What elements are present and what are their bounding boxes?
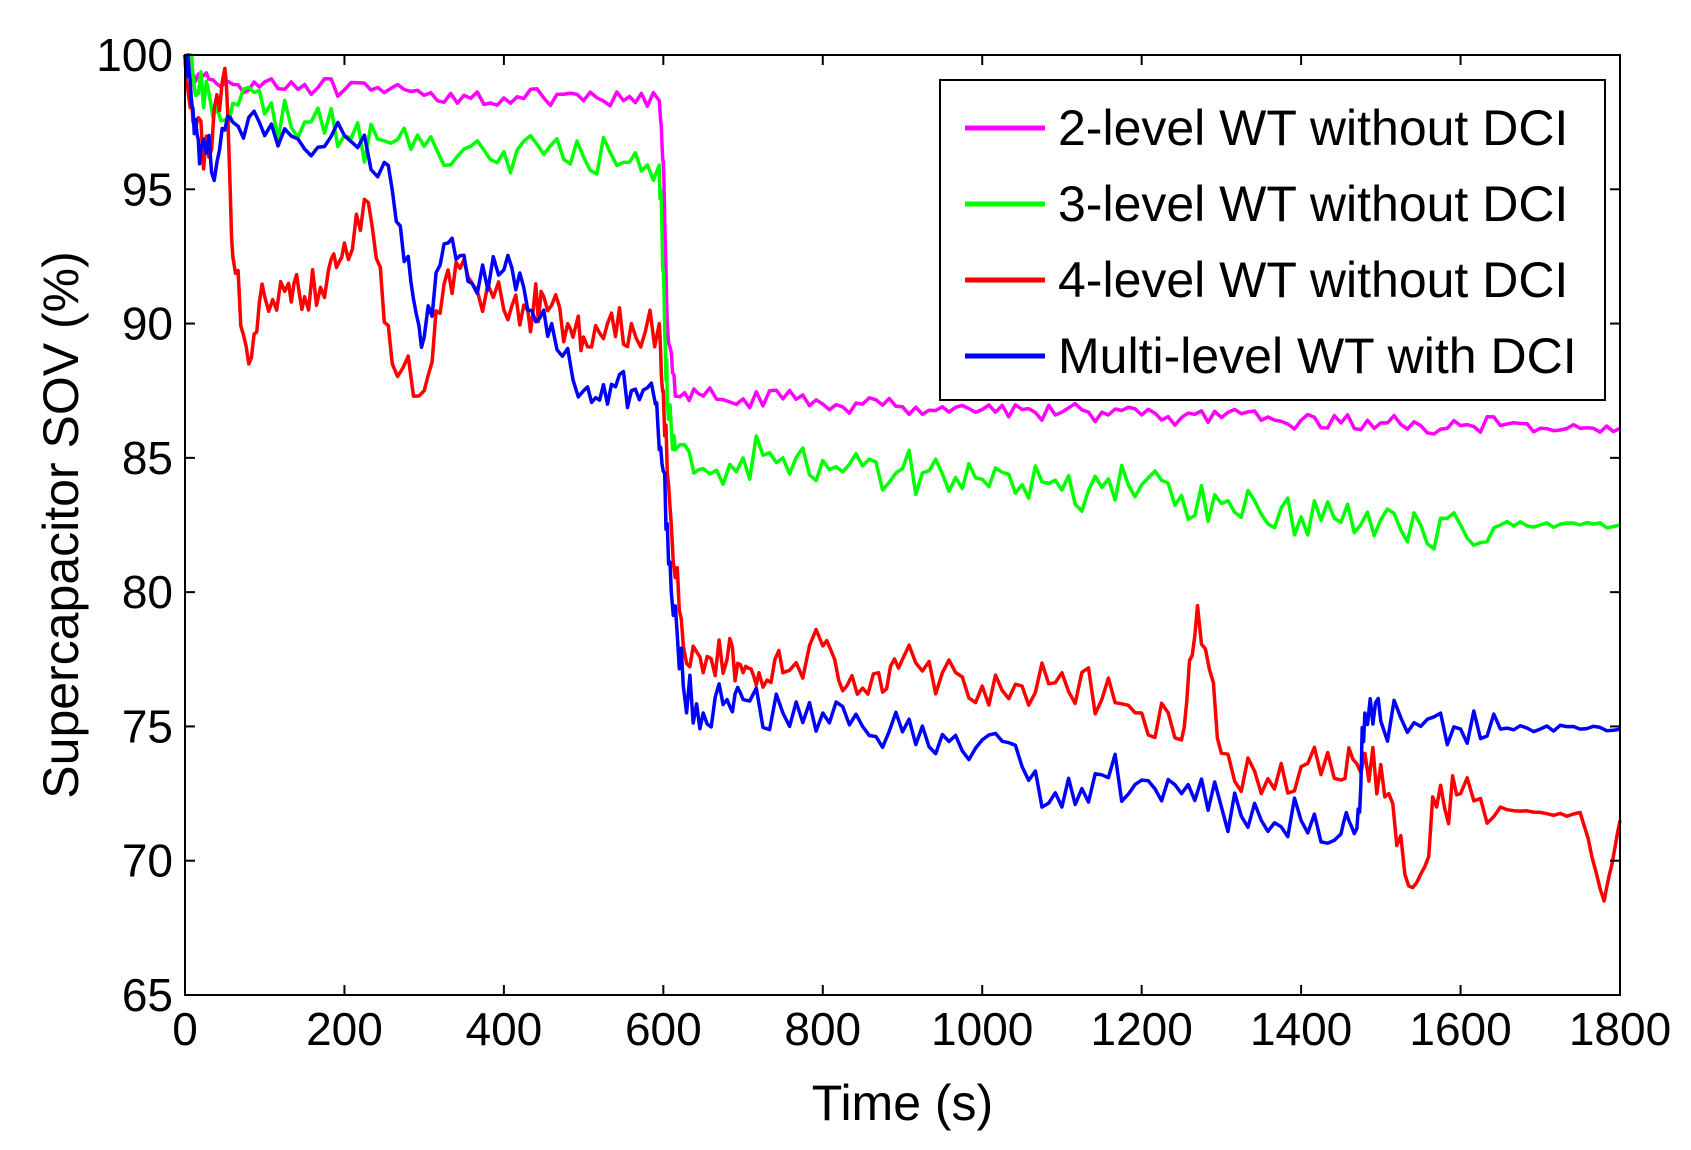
y-tick-label: 65 <box>122 969 173 1021</box>
series-line-2 <box>183 54 1622 903</box>
y-tick-label: 75 <box>122 700 173 752</box>
legend-label-3-level: 3-level WT without DCI <box>1058 176 1568 232</box>
legend-label-4-level: 4-level WT without DCI <box>1058 252 1568 308</box>
chart-legend: 2-level WT without DCI 3-level WT withou… <box>939 79 1606 401</box>
x-tick-label: 1600 <box>1409 1003 1511 1055</box>
legend-label-2-level: 2-level WT without DCI <box>1058 100 1568 156</box>
x-axis-title: Time (s) <box>812 1075 993 1131</box>
x-tick-label: 0 <box>172 1003 198 1055</box>
series-line-1 <box>183 53 1621 551</box>
x-tick-label: 1400 <box>1250 1003 1352 1055</box>
series-line-0 <box>183 54 1621 436</box>
x-tick-label: 600 <box>625 1003 702 1055</box>
legend-label-multi-level: Multi-level WT with DCI <box>1058 328 1577 384</box>
series-line-3 <box>183 53 1621 845</box>
y-axis-title: Supercapacitor SOV (%) <box>33 251 89 798</box>
x-tick-label: 1200 <box>1090 1003 1192 1055</box>
y-tick-label: 80 <box>122 566 173 618</box>
x-tick-label: 200 <box>306 1003 383 1055</box>
axis-tick-labels: 0 200 400 600 800 1000 1200 1400 1600 1800 65 70 75 8… <box>96 29 1671 1055</box>
y-tick-label: 90 <box>122 298 173 350</box>
y-tick-label: 85 <box>122 432 173 484</box>
x-tick-label: 800 <box>784 1003 861 1055</box>
x-tick-label: 1000 <box>931 1003 1033 1055</box>
y-tick-label: 95 <box>122 163 173 215</box>
y-tick-label: 100 <box>96 29 173 81</box>
legend-box <box>939 79 1606 401</box>
y-tick-label: 70 <box>122 835 173 887</box>
x-tick-label: 400 <box>466 1003 543 1055</box>
x-tick-label: 1800 <box>1569 1003 1671 1055</box>
plot-frame <box>184 54 1621 996</box>
axis-ticks <box>184 54 1621 996</box>
plot-series-layer <box>183 53 1622 903</box>
